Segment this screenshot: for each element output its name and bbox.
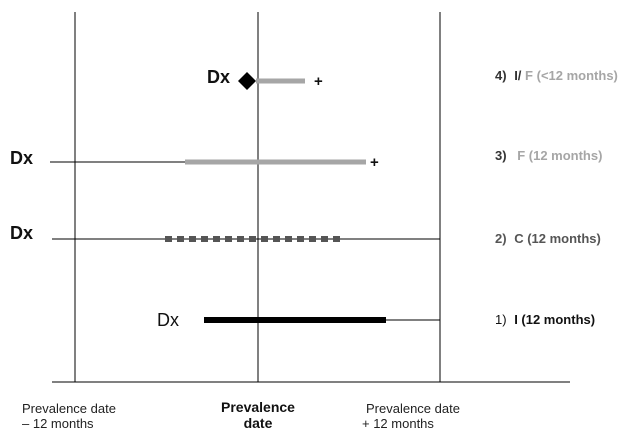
axis-label-left-line2: – 12 months [22,416,94,430]
axis-label-center: Prevalence date [221,399,295,430]
row4-plus: + [314,73,323,90]
row1-label-num: 1) [495,312,507,327]
row4-label: 4) I/ F (<12 months) [495,68,618,83]
row-4: Dx + 4) I/ F (<12 months) [207,67,618,90]
axis-label-center-line2: date [244,415,273,430]
axis-label-right: Prevalence date + 12 months [362,401,460,430]
row4-label-part2: F [525,68,533,83]
axis-label-left-line1: Prevalence date [22,401,116,416]
row3-dx: Dx [10,148,33,168]
row4-dx: Dx [207,67,230,87]
row3-plus: + [370,154,379,171]
row-2: Dx 2) C (12 months) [10,223,601,246]
row3-label-num: 3) [495,148,507,163]
axis-label-right-line1: Prevalence date [366,401,460,416]
row-1: Dx 1) I (12 months) [157,310,595,330]
axis-label-left: Prevalence date – 12 months [22,401,116,430]
row3-label-part1: F [517,148,525,163]
row1-label-part1: I (12 months) [514,312,595,327]
row4-label-part1: I/ [514,68,522,83]
row4-label-num: 4) [495,68,507,83]
row3-label: 3) F (12 months) [495,148,602,163]
row4-label-part3: (<12 months) [537,68,618,83]
row1-label: 1) I (12 months) [495,312,595,327]
axis-label-right-line2: + 12 months [362,416,434,430]
row2-label: 2) C (12 months) [495,231,601,246]
axis-label-center-line1: Prevalence [221,399,295,415]
row1-dx: Dx [157,310,179,330]
row2-dx: Dx [10,223,33,243]
row2-label-num: 2) [495,231,507,246]
row4-diamond-marker [238,72,256,90]
row-3: Dx + 3) F (12 months) [10,148,602,171]
row3-label-part2: (12 months) [529,148,603,163]
row2-label-part1: C (12 months) [514,231,601,246]
